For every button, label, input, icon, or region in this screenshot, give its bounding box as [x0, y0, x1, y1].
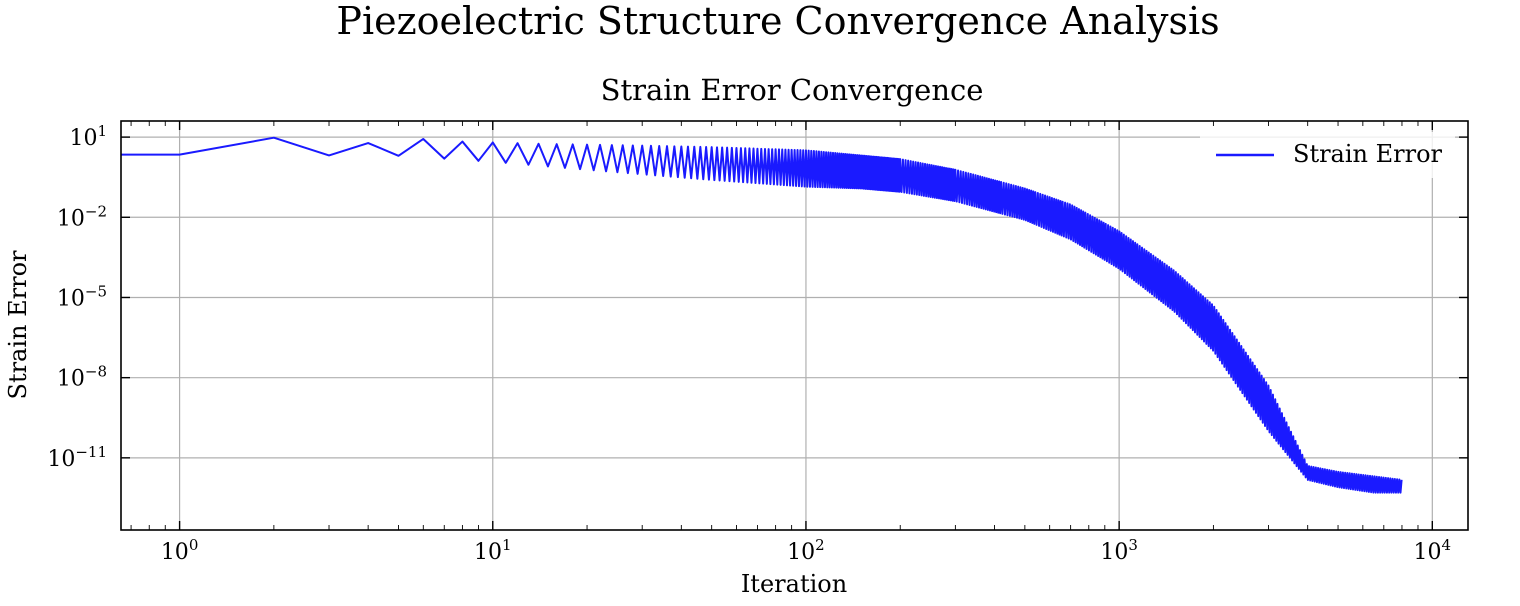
x-axis-tick-labels: 100 101 102 103 104: [161, 536, 1451, 565]
series-line-strain-error: [121, 136, 1403, 494]
x-tick-label: 103: [1100, 536, 1138, 565]
x-tick-label: 104: [1414, 536, 1452, 565]
y-tick-label: 10−2: [57, 202, 107, 231]
figure-suptitle: Piezoelectric Structure Convergence Anal…: [336, 0, 1219, 43]
grid-lines: [121, 121, 1468, 530]
y-axis-label: Strain Error: [4, 250, 32, 400]
x-tick-label: 102: [787, 536, 825, 565]
plot-area-frame: [120, 120, 1469, 531]
y-axis-tick-labels: 101 10−2 10−5 10−8 10−11: [47, 122, 107, 472]
axis-ticks: [121, 121, 1468, 530]
x-axis-label: Iteration: [741, 570, 847, 598]
x-tick-label: 100: [161, 536, 199, 565]
chart-title: Strain Error Convergence: [601, 73, 984, 107]
y-tick-label: 10−8: [57, 363, 107, 392]
legend: Strain Error: [1200, 132, 1455, 178]
x-tick-label: 101: [474, 536, 512, 565]
y-tick-label: 101: [69, 122, 107, 151]
series-layer: [121, 136, 1403, 494]
legend-label-strain-error: Strain Error: [1293, 140, 1443, 168]
y-tick-label: 10−11: [47, 443, 107, 472]
y-tick-label: 10−5: [57, 282, 107, 311]
